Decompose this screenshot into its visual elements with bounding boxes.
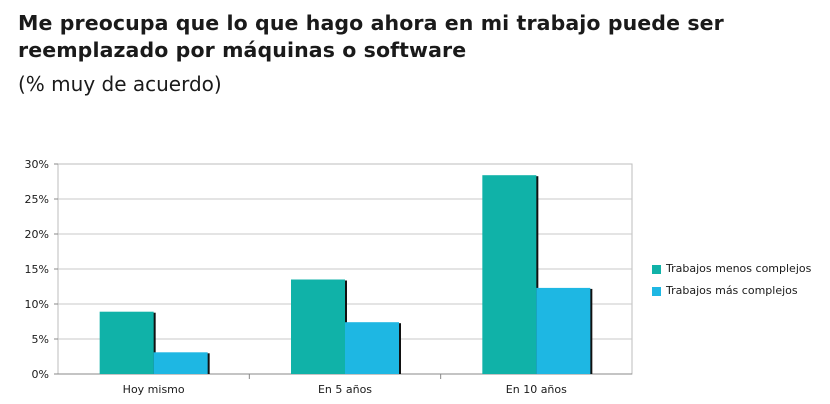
legend-item-menos-complejos: Trabajos menos complejos xyxy=(652,258,811,280)
bar-shadow xyxy=(206,353,210,374)
y-tick-label: 10% xyxy=(25,298,49,311)
chart-title: Me preocupa que lo que hago ahora en mi … xyxy=(18,11,724,62)
y-tick-label: 30% xyxy=(25,158,49,171)
legend-label-menos-complejos: Trabajos menos complejos xyxy=(666,262,812,275)
x-tick-label: En 5 años xyxy=(318,383,372,396)
bar xyxy=(482,175,537,374)
bar xyxy=(536,287,591,374)
legend-swatch-mas-complejos xyxy=(652,286,661,296)
x-tick-label: En 10 años xyxy=(506,383,567,396)
y-tick-label: 15% xyxy=(25,263,49,276)
legend-label-mas-complejos: Trabajos más complejos xyxy=(666,284,798,297)
chart-legend: Trabajos menos complejos Trabajos más co… xyxy=(652,258,811,302)
bar-shadow xyxy=(152,312,156,374)
bar-shadow xyxy=(398,323,401,374)
legend-item-mas-complejos: Trabajos más complejos xyxy=(652,280,811,302)
bar xyxy=(345,322,399,374)
bar xyxy=(291,279,345,374)
bar xyxy=(99,311,154,374)
x-tick-label: Hoy mismo xyxy=(123,383,185,396)
y-tick-label: 5% xyxy=(32,333,49,346)
bar-shadow xyxy=(589,288,593,374)
y-tick-label: 25% xyxy=(25,193,49,206)
legend-swatch-menos-complejos xyxy=(652,264,661,274)
y-tick-label: 20% xyxy=(25,228,49,241)
bar-shadow xyxy=(535,176,539,374)
chart-subtitle: (% muy de acuerdo) xyxy=(18,72,222,96)
y-tick-label: 0% xyxy=(32,368,49,381)
bar xyxy=(153,352,208,374)
